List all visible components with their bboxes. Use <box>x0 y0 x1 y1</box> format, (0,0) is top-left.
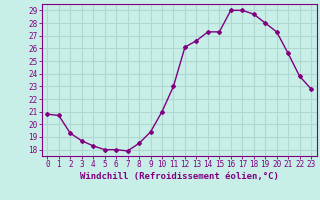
X-axis label: Windchill (Refroidissement éolien,°C): Windchill (Refroidissement éolien,°C) <box>80 172 279 181</box>
